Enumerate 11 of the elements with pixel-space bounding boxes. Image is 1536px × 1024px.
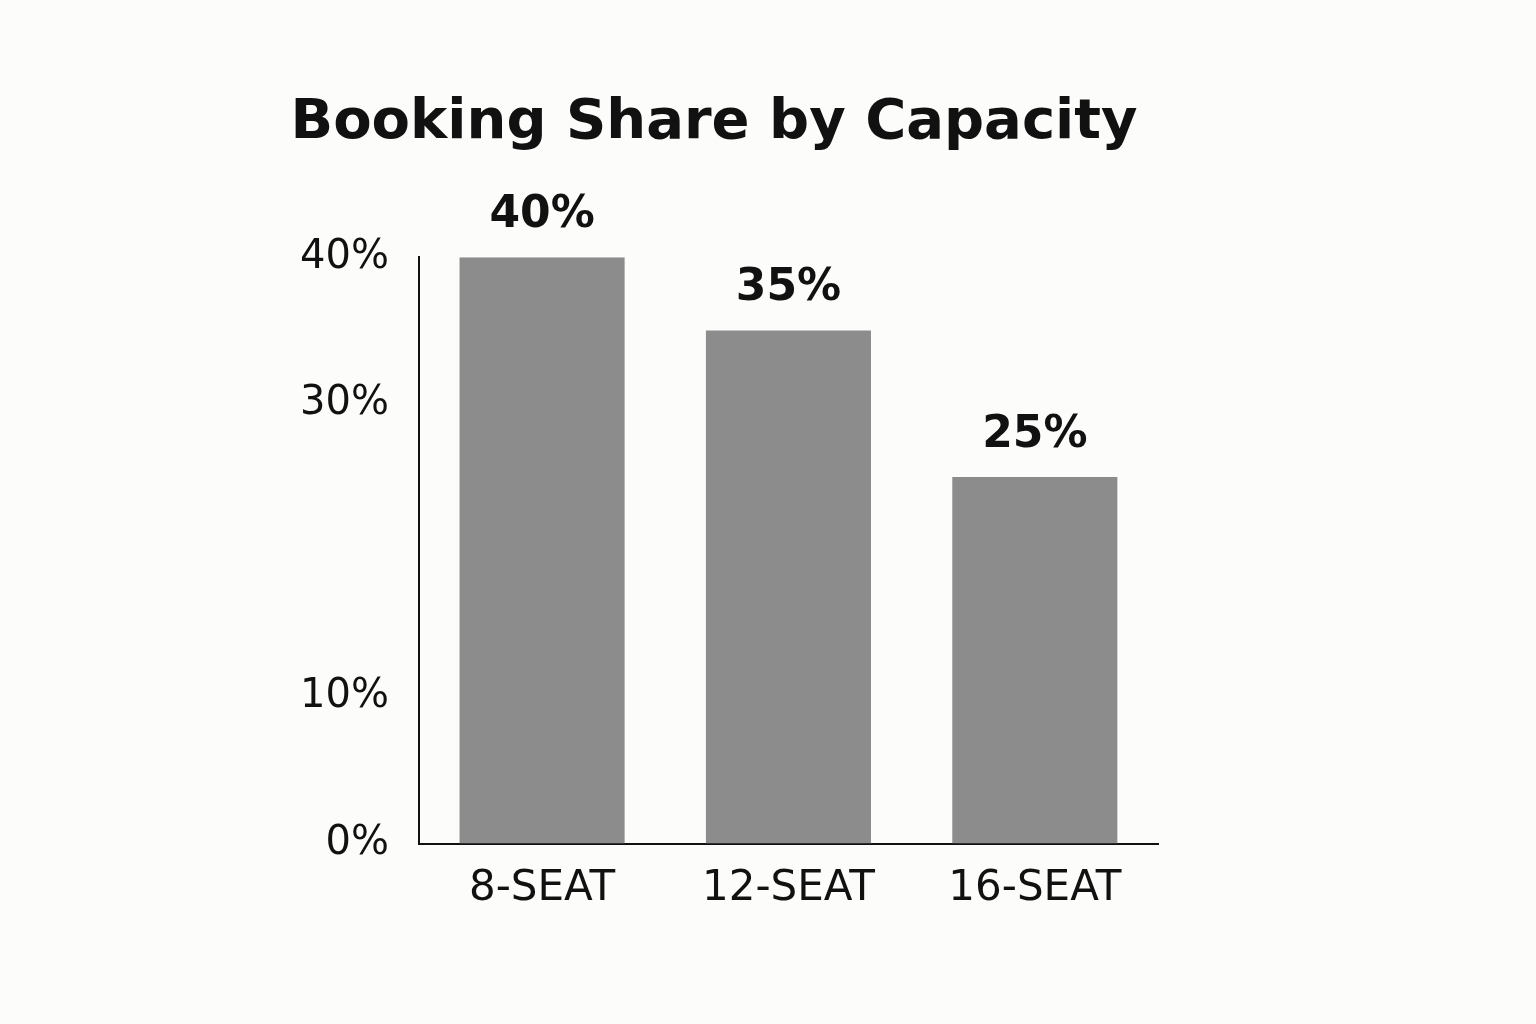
y-tick-label: 40% — [300, 230, 389, 277]
chart-title: Booking Share by Capacity — [290, 86, 1138, 152]
y-tick-label: 30% — [300, 377, 389, 424]
y-tick-label: 0% — [325, 816, 389, 863]
y-tick-label: 10% — [300, 670, 389, 717]
x-tick-label: 16-SEAT — [948, 860, 1122, 910]
x-tick-label: 8-SEAT — [468, 860, 616, 910]
data-label: 40% — [489, 185, 595, 237]
data-label: 35% — [735, 258, 842, 310]
data-label: 25% — [982, 405, 1088, 457]
x-tick-label: 12-SEAT — [701, 860, 876, 910]
